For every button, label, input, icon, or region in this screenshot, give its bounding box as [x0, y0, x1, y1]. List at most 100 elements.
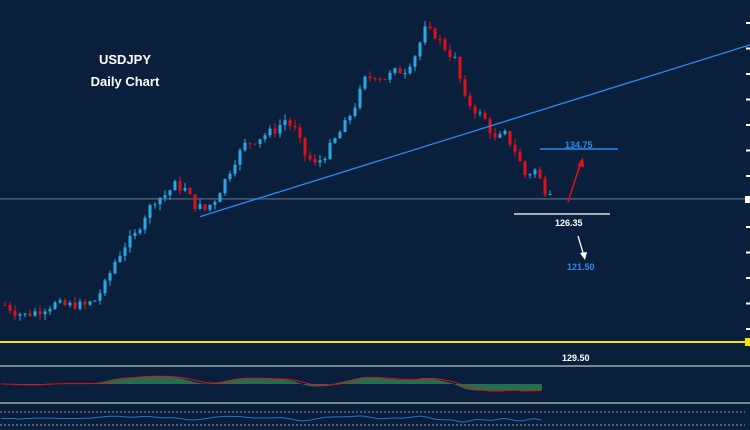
candle-body	[98, 293, 102, 301]
candle-body	[118, 255, 122, 262]
candle-body	[508, 131, 512, 145]
candle-body	[423, 26, 427, 43]
candle-body	[523, 161, 527, 176]
candle-body	[233, 164, 237, 174]
candle-body	[18, 314, 22, 316]
up-arrow-head-icon	[577, 157, 584, 167]
candle-body	[153, 204, 157, 206]
candle-body	[533, 169, 537, 175]
axis-tick	[746, 328, 750, 330]
candle-body	[3, 304, 7, 306]
candle-body	[468, 95, 472, 107]
candle-body	[503, 131, 507, 134]
candle-body	[338, 132, 342, 139]
candle-body	[548, 194, 552, 196]
candle-body	[438, 38, 442, 40]
candle-body	[13, 310, 17, 316]
candle-body	[343, 120, 347, 133]
candle-body	[188, 188, 192, 195]
candle-body	[193, 194, 197, 209]
axis-tick	[746, 73, 750, 75]
candle-body	[163, 195, 167, 198]
candle-body	[433, 28, 437, 39]
target-label: 121.50	[567, 262, 595, 272]
candle-body	[473, 106, 477, 114]
candle-body	[353, 107, 357, 116]
candle-body	[158, 197, 162, 205]
candle-body	[518, 151, 522, 162]
candle-body	[93, 300, 97, 302]
candle-body	[463, 78, 467, 96]
candle-body	[458, 56, 462, 79]
candle-body	[363, 76, 367, 89]
candle-body	[253, 143, 257, 145]
candle-body	[203, 204, 207, 210]
candle-body	[313, 159, 317, 163]
oscillator-line	[1, 415, 542, 423]
candle-body	[238, 150, 242, 165]
candle-body	[288, 120, 292, 126]
candle-body	[83, 301, 87, 305]
candle-body	[138, 229, 142, 233]
axis-tick	[746, 277, 750, 279]
candle-body	[543, 178, 547, 195]
up-arrow-icon	[567, 161, 582, 203]
candle-body	[78, 301, 82, 309]
candle-body	[108, 273, 112, 281]
candle-body	[183, 188, 187, 191]
axis-tick	[746, 251, 750, 254]
candle-body	[198, 204, 202, 209]
candle-body	[383, 78, 387, 80]
candle-body	[273, 128, 277, 134]
current-price-tag	[745, 196, 750, 203]
candle-body	[403, 73, 407, 75]
candle-body	[388, 72, 392, 80]
candle-body	[393, 68, 397, 73]
candle-body	[228, 173, 232, 180]
candle-body	[493, 133, 497, 138]
symbol-title: USDJPY	[98, 52, 152, 67]
trendline	[199, 44, 750, 218]
down-arrow-head-icon	[580, 252, 587, 260]
support-label: 126.35	[555, 218, 583, 228]
level-label-129-50: 129.50	[562, 353, 590, 363]
candle-body	[278, 124, 282, 134]
candle-body	[478, 112, 482, 114]
axis-tick	[746, 98, 750, 101]
axis-tick	[746, 149, 750, 152]
resistance-label: 134.75	[565, 140, 593, 150]
candle-body	[398, 68, 402, 74]
candle-body	[223, 179, 227, 194]
candle-body	[368, 76, 372, 79]
candle-body	[178, 181, 182, 191]
candle-body	[413, 56, 417, 67]
candle-body	[318, 160, 322, 163]
candle-body	[58, 300, 62, 303]
candle-body	[133, 232, 137, 236]
candle-body	[103, 280, 107, 294]
candle-body	[63, 300, 67, 306]
candle-body	[8, 304, 12, 311]
candle-body	[358, 88, 362, 108]
candle-body	[373, 78, 377, 80]
candle-body	[298, 127, 302, 138]
candle-body	[378, 78, 382, 80]
candle-body	[168, 190, 172, 196]
candle-body	[53, 302, 57, 309]
candle-body	[48, 308, 52, 312]
axis-tick	[746, 124, 750, 126]
candle-body	[173, 181, 177, 191]
candle-body	[68, 302, 72, 306]
candle-body	[43, 311, 47, 315]
candle-body	[293, 125, 297, 128]
candle-body	[208, 204, 212, 210]
candle-body	[128, 235, 132, 248]
candle-body	[283, 120, 287, 125]
candle-body	[213, 202, 217, 205]
axis-tick	[746, 47, 750, 50]
timeframe-title: Daily Chart	[90, 74, 160, 89]
candle-body	[428, 26, 432, 29]
candle-body	[73, 302, 77, 309]
